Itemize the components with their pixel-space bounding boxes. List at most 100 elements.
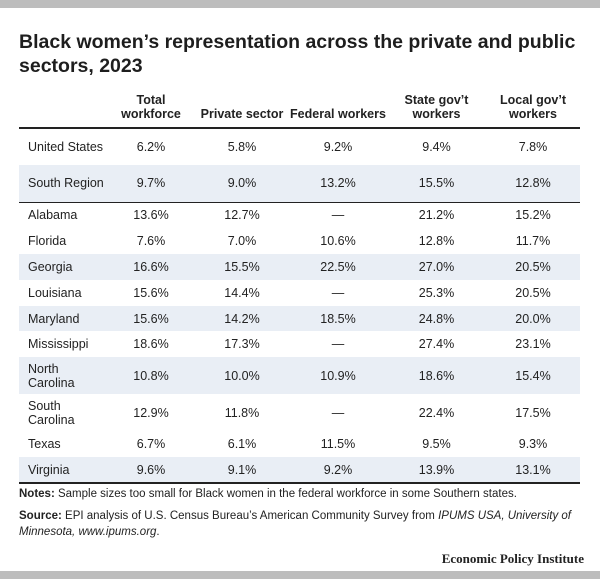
table-cell: 10.6%: [320, 233, 356, 248]
table-cell: —: [331, 405, 345, 420]
table-cell: 9.1%: [195, 457, 289, 484]
table-cell: 7.8%: [518, 140, 548, 154]
column-header: State gov’t workers: [404, 93, 469, 121]
column-header: Total workforce: [121, 93, 181, 121]
table-row: South Region 9.7% 9.0% 13.2% 15.5% 12.8%: [19, 165, 580, 202]
table-row: Virginia 9.6% 9.1% 9.2% 13.9% 13.1%: [19, 457, 580, 484]
table-row: United States 6.2% 5.8% 9.2% 9.4% 7.8%: [19, 128, 580, 165]
table-cell: 15.5%: [387, 165, 486, 202]
row-label: Georgia: [19, 253, 107, 280]
table-cell: 6.2%: [136, 140, 166, 154]
table-cell: 15.5%: [195, 253, 289, 280]
table-cell: 27.4%: [418, 337, 455, 352]
table-cell: 18.6%: [133, 337, 169, 352]
table-cell: 14.4%: [224, 285, 260, 300]
row-label: Alabama: [28, 208, 78, 223]
table-row: South Carolina 12.9% 11.8% — 22.4% 17.5%: [19, 394, 580, 431]
table-cell: 10.0%: [195, 357, 289, 395]
table-cell: 11.8%: [224, 405, 260, 420]
column-header: Federal workers: [290, 107, 386, 121]
table-cell: 21.2%: [418, 208, 455, 223]
table-cell: 11.7%: [515, 233, 551, 248]
table-cell: 10.8%: [107, 357, 195, 395]
table-cell: 15.6%: [133, 285, 169, 300]
table-cell: 10.9%: [289, 357, 387, 395]
table-cell: 13.6%: [133, 208, 169, 223]
footnotes: Notes: Sample sizes too small for Black …: [19, 486, 584, 546]
table-cell: 15.6%: [107, 305, 195, 332]
source-citation: IPUMS USA, University of Minnesota, www.…: [19, 510, 571, 538]
table-row: North Carolina 10.8% 10.0% 10.9% 18.6% 15.4%: [19, 357, 580, 395]
table-cell: 22.4%: [418, 405, 455, 420]
table-cell: 9.4%: [422, 140, 451, 154]
table-cell: 7.0%: [227, 233, 257, 248]
row-label: Virginia: [19, 457, 107, 484]
table-cell: —: [331, 285, 345, 300]
column-header: Private sector: [200, 107, 284, 121]
table-cell: 12.7%: [224, 208, 260, 223]
table-cell: 9.5%: [422, 437, 451, 452]
table-cell: 9.0%: [195, 165, 289, 202]
table-cell: 9.3%: [518, 437, 548, 452]
table-cell: 20.5%: [486, 253, 580, 280]
table-cell: 16.6%: [107, 253, 195, 280]
table-cell: 9.6%: [107, 457, 195, 484]
table-cell: —: [331, 208, 345, 223]
top-border: [0, 0, 600, 8]
table-cell: 20.0%: [486, 305, 580, 332]
brand-logo-text: Economic Policy Institute: [441, 551, 584, 566]
table-row: Mississippi 18.6% 17.3% — 27.4% 23.1%: [19, 331, 580, 357]
row-label: Maryland: [19, 305, 107, 332]
row-label: South Region: [19, 165, 107, 202]
table-cell: 17.3%: [224, 337, 260, 352]
table-cell: 23.1%: [515, 337, 551, 352]
page-title: Black women’s representation across the …: [19, 31, 576, 77]
notes-text: Sample sizes too small for Black women i…: [54, 488, 517, 500]
table-cell: 20.5%: [515, 285, 551, 300]
table-cell: 11.5%: [320, 437, 356, 452]
row-label: Mississippi: [28, 337, 89, 352]
source-end: .: [156, 526, 160, 538]
table-cell: 9.2%: [289, 457, 387, 484]
table-cell: 27.0%: [387, 253, 486, 280]
table-row: Louisiana 15.6% 14.4% — 25.3% 20.5%: [19, 280, 580, 306]
bottom-border: [0, 571, 600, 579]
table-cell: 15.2%: [515, 208, 551, 223]
notes: Notes: Sample sizes too small for Black …: [19, 486, 584, 502]
table-cell: 6.7%: [136, 437, 166, 452]
table-cell: 15.4%: [486, 357, 580, 395]
table-row: Georgia 16.6% 15.5% 22.5% 27.0% 20.5%: [19, 253, 580, 280]
table-cell: 7.6%: [136, 233, 166, 248]
table-cell: 13.9%: [387, 457, 486, 484]
table-cell: 5.8%: [227, 140, 257, 154]
header-row: Total workforce Private sector Federal w…: [19, 93, 580, 128]
row-label: Texas: [28, 437, 61, 452]
table-cell: 13.1%: [486, 457, 580, 484]
table-cell: 17.5%: [515, 405, 551, 420]
table-cell: 12.9%: [133, 405, 169, 420]
table-cell: 9.2%: [323, 140, 353, 154]
table-row: Maryland 15.6% 14.2% 18.5% 24.8% 20.0%: [19, 305, 580, 332]
data-table: Total workforce Private sector Federal w…: [19, 93, 580, 484]
column-header: [19, 93, 107, 128]
table-row: Florida 7.6% 7.0% 10.6% 12.8% 11.7%: [19, 228, 580, 254]
table-cell: 6.1%: [227, 437, 257, 452]
table-cell: 13.2%: [289, 165, 387, 202]
source-label: Source:: [19, 510, 62, 522]
row-label: North Carolina: [19, 357, 107, 395]
row-label: Florida: [28, 233, 67, 248]
notes-label: Notes:: [19, 488, 55, 500]
table-row: Alabama 13.6% 12.7% — 21.2% 15.2%: [19, 202, 580, 228]
table-cell: 22.5%: [289, 253, 387, 280]
table-row: Texas 6.7% 6.1% 11.5% 9.5% 9.3%: [19, 431, 580, 457]
table-cell: 9.7%: [107, 165, 195, 202]
row-label: South Carolina: [28, 398, 75, 427]
table-cell: —: [331, 337, 345, 352]
source-text: EPI analysis of U.S. Census Bureau’s Ame…: [61, 510, 439, 522]
table-cell: 12.8%: [486, 165, 580, 202]
row-label: Louisiana: [28, 285, 82, 300]
table-cell: 14.2%: [195, 305, 289, 332]
row-label: United States: [28, 140, 104, 154]
source: Source: EPI analysis of U.S. Census Bure…: [19, 508, 584, 540]
column-header: Local gov’t workers: [500, 93, 566, 121]
